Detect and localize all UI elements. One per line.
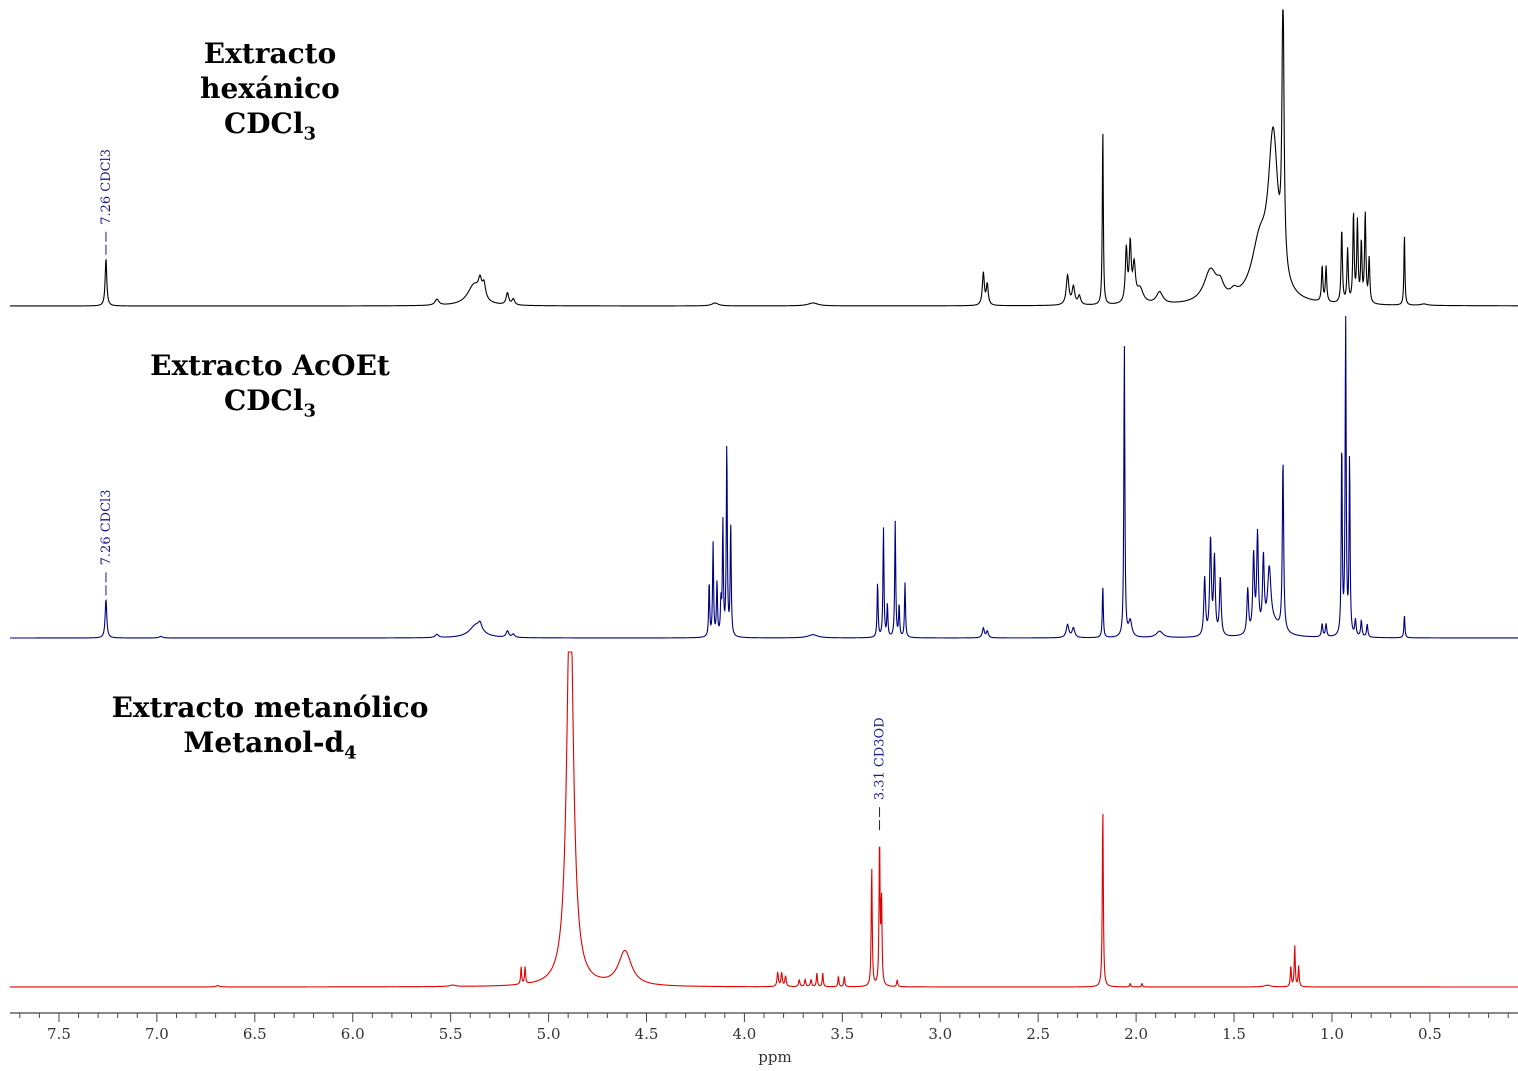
reference-label: 3.31 CD3OD [873, 717, 888, 800]
x-axis: 7.5 7.0 6.5 6.0 5.5 5.0 4.5 4.0 3.5 3.0 2.5 2.0 1.5 1… [10, 1012, 1518, 1043]
spectrum-title: Extracto hexánico [200, 37, 340, 105]
x-tick-label: 6.5 [243, 1025, 267, 1043]
x-tick-label: 1.5 [1222, 1025, 1246, 1043]
spectrum-label-metanolico: Extracto metanólico Metanol-d4 [110, 690, 430, 765]
spectrum-3: 3.31 CD3OD [10, 651, 1518, 988]
spectrum-line [10, 9, 1518, 307]
spectrum-solvent: CDCl3 [223, 107, 317, 145]
reference-label: 7.26 CDCl3 [99, 149, 114, 225]
reference-label: 7.26 CDCl3 [99, 490, 114, 566]
spectrum-label-acoet: Extracto AcOEt CDCl3 [130, 348, 410, 423]
x-tick-label: 1.0 [1320, 1025, 1344, 1043]
x-tick-label: 3.5 [830, 1025, 854, 1043]
x-tick-label: 5.5 [439, 1025, 463, 1043]
x-tick-label: 4.0 [732, 1025, 756, 1043]
x-tick-label: 7.0 [145, 1025, 169, 1043]
x-tick-label: 4.5 [635, 1025, 659, 1043]
spectrum-title: Extracto metanólico [111, 691, 429, 724]
spectrum-line [10, 651, 1518, 988]
spectrum-title: Extracto AcOEt [150, 349, 390, 382]
spectra-layer: 7.26 CDCl3 7.26 CDCl3 3.31 CD3OD [10, 9, 1518, 988]
spectrum-solvent: CDCl3 [223, 384, 317, 422]
x-axis-label: ppm [758, 1048, 791, 1066]
spectrum-1: 7.26 CDCl3 [10, 9, 1518, 307]
spectrum-line [10, 315, 1518, 639]
x-tick-label: 2.5 [1026, 1025, 1050, 1043]
x-tick-label: 0.5 [1418, 1025, 1442, 1043]
spectrum-solvent: Metanol-d4 [183, 726, 357, 764]
x-tick-label: 3.0 [928, 1025, 952, 1043]
x-tick-label: 7.5 [47, 1025, 71, 1043]
spectrum-label-hexanico: Extracto hexánico CDCl3 [130, 36, 410, 146]
x-tick-label: 2.0 [1124, 1025, 1148, 1043]
spectrum-2: 7.26 CDCl3 [10, 315, 1518, 639]
x-tick-label: 6.0 [341, 1025, 365, 1043]
x-tick-label: 5.0 [537, 1025, 561, 1043]
